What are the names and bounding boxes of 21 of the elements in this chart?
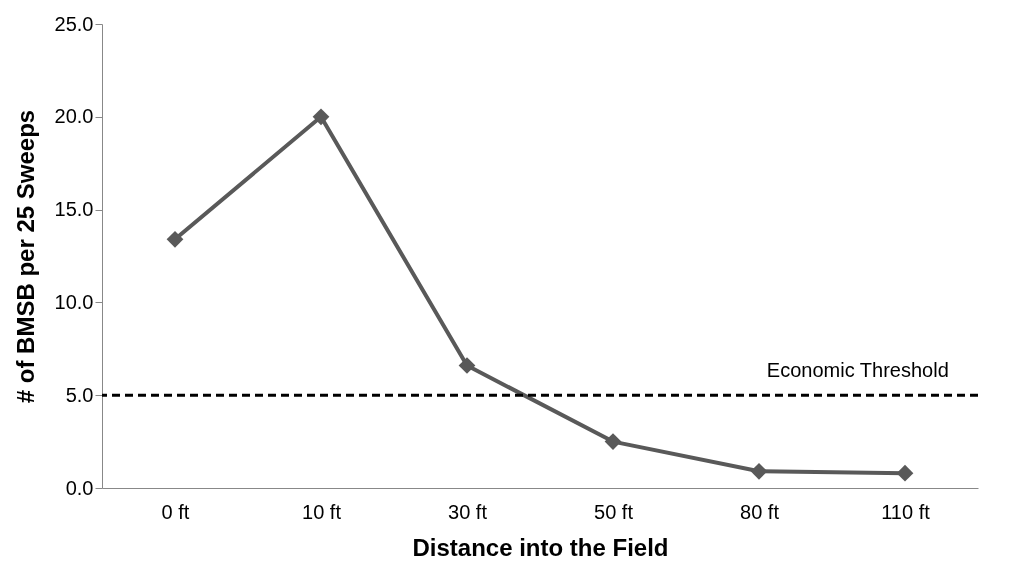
y-tick-label: 25.0 — [54, 12, 94, 35]
x-axis-title: Distance into the Field — [412, 533, 669, 561]
point — [312, 108, 330, 126]
y-tick-label: 0.0 — [65, 476, 94, 499]
point — [896, 464, 914, 482]
x-tick-label: 50 ft — [594, 500, 634, 523]
x-tick-label: 80 ft — [740, 500, 780, 523]
ref-line-label: Economic Threshold — [766, 359, 949, 382]
x-tick-label: 0 ft — [161, 500, 190, 523]
y-axis-title: # of BMSB per 25 Sweeps — [11, 109, 39, 404]
y-tick-label: 10.0 — [54, 290, 94, 313]
x-tick-label: 30 ft — [448, 500, 488, 523]
point — [750, 462, 768, 480]
x-tick-label: 10 ft — [302, 500, 342, 523]
point — [166, 230, 184, 248]
point — [604, 433, 622, 450]
point — [458, 357, 476, 374]
y-tick-label: 15.0 — [54, 198, 94, 221]
y-tick-label: 5.0 — [65, 383, 94, 406]
y-tick-label: 20.0 — [54, 105, 94, 128]
x-tick-label: 110 ft — [881, 500, 931, 523]
